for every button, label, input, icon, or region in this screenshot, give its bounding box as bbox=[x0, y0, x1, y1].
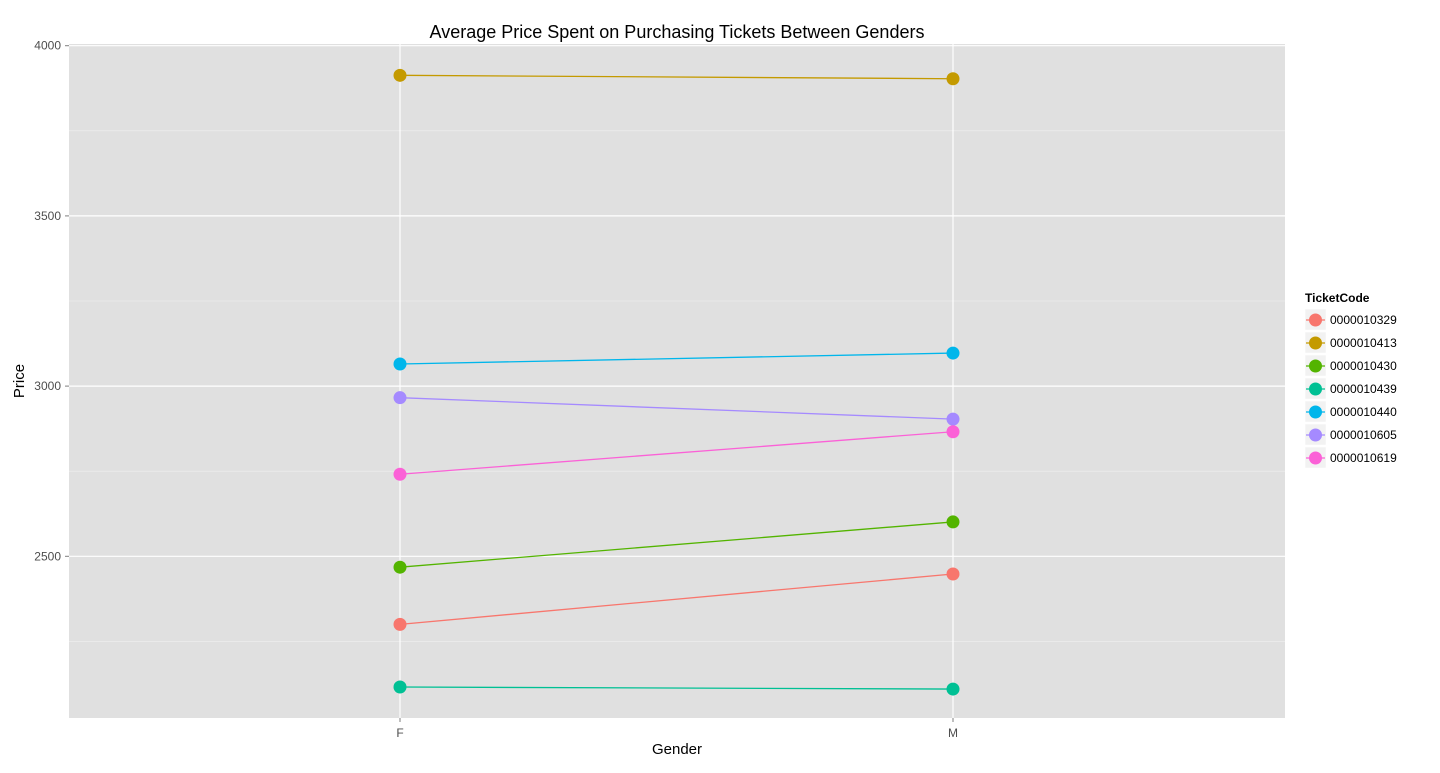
data-point bbox=[946, 515, 960, 529]
x-tick-label: M bbox=[948, 726, 958, 740]
y-axis-title: Price bbox=[11, 364, 28, 398]
data-point bbox=[946, 682, 960, 696]
data-point bbox=[946, 567, 960, 581]
x-axis-title: Gender bbox=[652, 741, 702, 758]
plot-panel bbox=[69, 44, 1285, 718]
legend-key-point bbox=[1309, 405, 1322, 419]
legend-label: 0000010440 bbox=[1330, 405, 1397, 419]
legend-key-point bbox=[1309, 313, 1322, 327]
data-point bbox=[393, 391, 407, 405]
y-tick-label: 4000 bbox=[34, 39, 61, 53]
data-point bbox=[393, 617, 407, 631]
legend-key-point bbox=[1309, 336, 1322, 350]
series-line bbox=[399, 431, 954, 475]
series-line bbox=[399, 521, 954, 568]
series-line bbox=[399, 686, 954, 690]
y-tick-label: 3500 bbox=[34, 209, 61, 223]
series-lines bbox=[399, 74, 954, 690]
series-line bbox=[399, 397, 954, 420]
legend-label: 0000010619 bbox=[1330, 451, 1397, 465]
legend-key-point bbox=[1309, 451, 1322, 465]
legend-title: TicketCode bbox=[1305, 291, 1370, 305]
data-point bbox=[393, 68, 407, 82]
legend-label: 0000010430 bbox=[1330, 359, 1397, 373]
series-points bbox=[393, 68, 960, 696]
data-point bbox=[946, 425, 960, 439]
x-tick-label: F bbox=[396, 726, 403, 740]
legend-label: 0000010605 bbox=[1330, 428, 1397, 442]
data-point bbox=[946, 412, 960, 426]
y-tick-label: 2500 bbox=[34, 549, 61, 563]
grid-lines bbox=[69, 44, 1285, 718]
data-point bbox=[393, 467, 407, 481]
legend-label: 0000010329 bbox=[1330, 313, 1397, 327]
series-line bbox=[399, 573, 954, 626]
axes: 2500 3000 3500 4000 F M bbox=[34, 39, 958, 740]
legend-key-point bbox=[1309, 428, 1322, 442]
data-point bbox=[946, 72, 960, 86]
data-point bbox=[946, 346, 960, 360]
legend-label: 0000010413 bbox=[1330, 336, 1397, 350]
legend-key-point bbox=[1309, 382, 1322, 396]
series-line bbox=[399, 74, 954, 80]
y-tick-label: 3000 bbox=[34, 379, 61, 393]
data-point bbox=[393, 560, 407, 574]
legend: TicketCode 0000010329 0000010413 000001043… bbox=[1304, 291, 1397, 469]
data-point bbox=[393, 357, 407, 371]
legend-label: 0000010439 bbox=[1330, 382, 1397, 396]
series-line bbox=[399, 352, 954, 365]
legend-key-point bbox=[1309, 359, 1322, 373]
data-point bbox=[393, 680, 407, 694]
chart-title: Average Price Spent on Purchasing Ticket… bbox=[430, 22, 925, 42]
